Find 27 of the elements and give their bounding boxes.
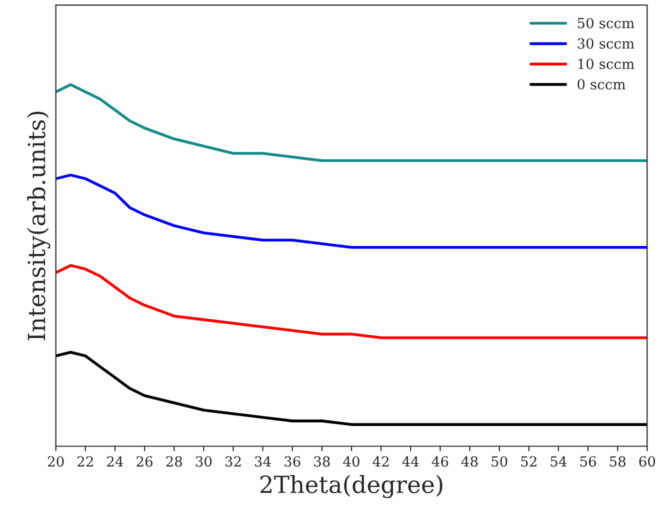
x-tick-label: 32	[225, 456, 241, 467]
x-tick-label: 36	[284, 456, 300, 467]
legend-label: 30 sccm	[578, 38, 634, 49]
x-tick-label: 60	[639, 456, 656, 467]
x-tick-label: 56	[580, 456, 596, 467]
x-tick-label: 54	[550, 456, 567, 467]
y-axis-title: Intensity(arb.units)	[27, 112, 50, 340]
legend-label: 10 sccm	[578, 58, 634, 70]
x-tick-label: 22	[78, 456, 93, 467]
x-tick-label: 28	[166, 456, 182, 467]
x-axis-title: 2Theta(degree)	[260, 474, 442, 498]
x-tick-label: 46	[432, 456, 448, 467]
x-tick-label: 40	[343, 456, 360, 467]
x-tick-label: 20	[48, 456, 64, 467]
x-tick-label: 26	[136, 456, 152, 467]
legend-label: 50 sccm	[578, 18, 634, 28]
x-tick-label: 52	[521, 456, 536, 467]
x-tick-label: 44	[402, 456, 419, 467]
legend-label: 0 sccm	[578, 79, 626, 90]
x-tick-label: 58	[610, 456, 626, 467]
x-tick-label: 30	[196, 456, 212, 467]
x-tick-label: 42	[372, 456, 389, 467]
x-tick-label: 50	[492, 456, 508, 467]
x-tick-label: 34	[255, 456, 271, 467]
x-tick-label: 38	[314, 456, 330, 467]
x-tick-label: 24	[107, 456, 124, 467]
x-tick-label: 48	[461, 456, 478, 467]
